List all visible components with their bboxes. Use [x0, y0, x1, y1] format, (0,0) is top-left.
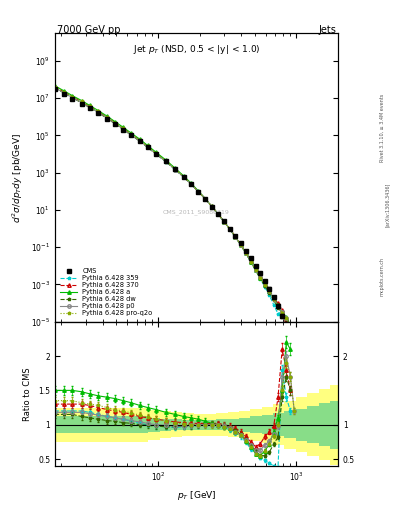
X-axis label: $p_T$ [GeV]: $p_T$ [GeV]	[177, 489, 216, 502]
Text: mcplots.cern.ch: mcplots.cern.ch	[380, 257, 384, 296]
Text: Jets: Jets	[318, 25, 336, 35]
Text: Rivet 3.1.10, ≥ 3.4M events: Rivet 3.1.10, ≥ 3.4M events	[380, 94, 384, 162]
Text: 7000 GeV pp: 7000 GeV pp	[57, 25, 121, 35]
Y-axis label: Ratio to CMS: Ratio to CMS	[24, 367, 33, 421]
Text: [arXiv:1306.3436]: [arXiv:1306.3436]	[385, 183, 389, 227]
Legend: CMS, Pythia 6.428 359, Pythia 6.428 370, Pythia 6.428 a, Pythia 6.428 dw, Pythia: CMS, Pythia 6.428 359, Pythia 6.428 370,…	[58, 266, 154, 318]
Text: Jet $p_T$ (NSD, 0.5 < |y| < 1.0): Jet $p_T$ (NSD, 0.5 < |y| < 1.0)	[133, 44, 260, 56]
Y-axis label: $d^2\sigma/dp_T dy$ [pb/GeV]: $d^2\sigma/dp_T dy$ [pb/GeV]	[11, 133, 25, 223]
Text: CMS_2011_S9086319: CMS_2011_S9086319	[163, 209, 230, 215]
